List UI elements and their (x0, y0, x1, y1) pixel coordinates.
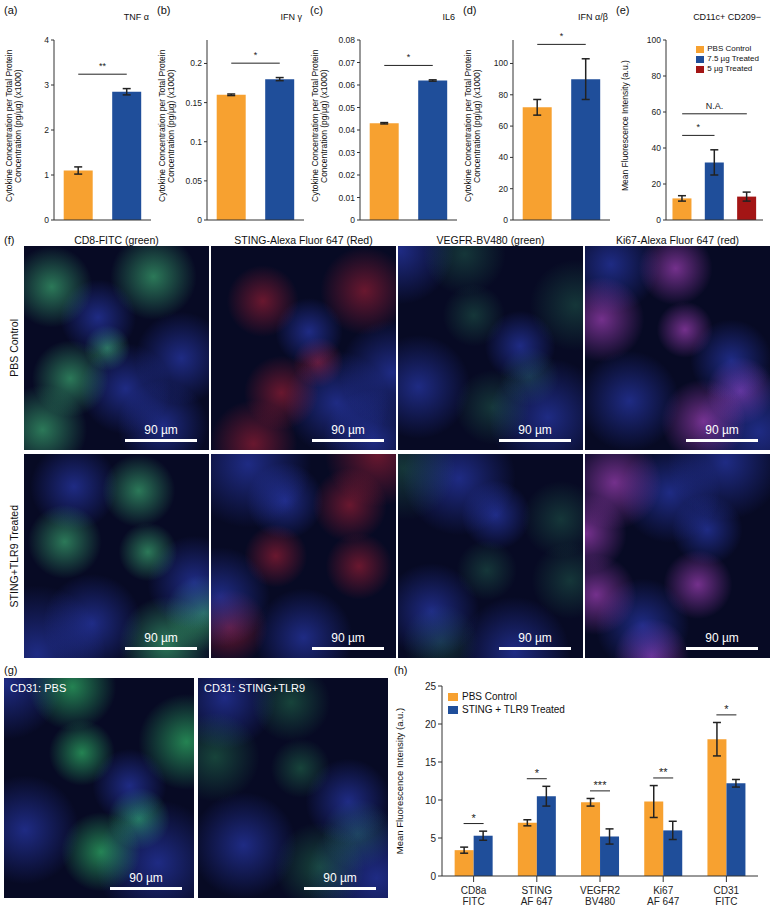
html-text:(b): (b) (157, 4, 171, 16)
svg-text:0.06: 0.06 (338, 80, 355, 90)
html-text:IL6: IL6 (442, 12, 455, 22)
svg-text:0.15: 0.15 (185, 98, 202, 108)
svg-text:0.01: 0.01 (338, 193, 355, 203)
svg-text:20: 20 (499, 184, 509, 194)
svg-text:*: * (724, 703, 729, 715)
html-text:(d): (d) (463, 4, 477, 16)
svg-text:15: 15 (425, 757, 437, 768)
svg-text:0: 0 (503, 215, 508, 225)
html-text:90 µm: 90 µm (518, 631, 552, 645)
svg-text:100: 100 (647, 35, 661, 45)
html-text:(h): (h) (394, 664, 408, 676)
svg-text:0.2: 0.2 (190, 58, 202, 68)
svg-text:0: 0 (197, 215, 202, 225)
svg-text:10: 10 (425, 795, 437, 806)
html-text:Cytokine Concentration per Tot: Cytokine Concentration per Total Protein… (462, 49, 482, 203)
html-text:(e): (e) (616, 4, 630, 16)
svg-text:5: 5 (430, 833, 436, 844)
svg-text:0.07: 0.07 (338, 58, 355, 68)
html-text:5 µg Treated: 5 µg Treated (707, 64, 753, 73)
svg-text:***: *** (594, 779, 608, 791)
svg-text:0: 0 (656, 215, 661, 225)
svg-text:100: 100 (494, 58, 508, 68)
svg-text:0.1: 0.1 (190, 137, 202, 147)
svg-text:60: 60 (652, 107, 662, 117)
svg-text:0.04: 0.04 (338, 125, 355, 135)
html-text:90 µm: 90 µm (129, 871, 163, 885)
svg-text:0: 0 (430, 871, 436, 882)
html-text:CD8-FITC (green): CD8-FITC (green) (74, 234, 159, 246)
html-text:STING-Alexa Fluor 647 (Red): STING-Alexa Fluor 647 (Red) (234, 234, 373, 246)
svg-text:Ki67AF 647: Ki67AF 647 (647, 885, 680, 906)
html-text:PBS Control: PBS Control (462, 691, 517, 702)
svg-text:0: 0 (350, 215, 355, 225)
svg-text:*: * (535, 767, 540, 779)
svg-text:80: 80 (652, 71, 662, 81)
html-text:Mean Fluorescence Intensity (a: Mean Fluorescence Intensity (a.u.) (620, 60, 631, 192)
html-text:VEGFR-BV480 (green): VEGFR-BV480 (green) (436, 234, 545, 246)
svg-text:STINGAF 647: STINGAF 647 (521, 885, 554, 906)
html-text:90 µm: 90 µm (331, 631, 365, 645)
svg-text:*: * (697, 122, 701, 132)
html-text:Cytokine Concentration per Tot: Cytokine Concentration per Total Protein… (3, 49, 23, 203)
svg-text:2: 2 (44, 125, 49, 135)
svg-text:0.02: 0.02 (338, 170, 355, 180)
svg-text:*: * (254, 50, 258, 60)
svg-text:CD31FITC: CD31FITC (714, 885, 740, 906)
svg-text:0.03: 0.03 (338, 148, 355, 158)
html-text:Cytokine Concentration per Tot: Cytokine Concentration per Total Protein… (309, 49, 329, 203)
html-text:90 µm: 90 µm (705, 631, 739, 645)
svg-text:**: ** (99, 61, 107, 71)
svg-text:4: 4 (44, 35, 49, 45)
html-text:(a): (a) (4, 4, 18, 16)
html-text:90 µm: 90 µm (331, 423, 365, 437)
svg-text:20: 20 (425, 719, 437, 730)
svg-text:25: 25 (425, 681, 437, 692)
svg-text:20: 20 (652, 179, 662, 189)
html-text:90 µm: 90 µm (705, 423, 739, 437)
svg-text:1: 1 (44, 170, 49, 180)
html-text:IFN α/β: IFN α/β (578, 12, 608, 22)
html-text:90 µm: 90 µm (144, 423, 178, 437)
html-text:90 µm: 90 µm (518, 423, 552, 437)
html-text:PBS Control: PBS Control (707, 44, 752, 53)
svg-text:40: 40 (652, 143, 662, 153)
svg-text:0.08: 0.08 (338, 35, 355, 45)
html-text:CD11c+ CD209−: CD11c+ CD209− (693, 12, 761, 22)
html-text:90 µm: 90 µm (323, 871, 357, 885)
svg-text:60: 60 (499, 121, 509, 131)
html-text:CD31: STING+TLR9: CD31: STING+TLR9 (204, 682, 306, 694)
svg-text:0.05: 0.05 (185, 176, 202, 186)
html-text:Cytokine Concentration per Tot: Cytokine Concentration per Total Protein… (156, 49, 176, 203)
html-text:Ki67-Alexa Fluor 647 (red): Ki67-Alexa Fluor 647 (red) (615, 234, 740, 246)
html-text:(c): (c) (310, 4, 323, 16)
svg-text:*: * (407, 52, 411, 62)
html-text:PBS Control: PBS Control (8, 319, 20, 377)
html-text:7.5 µg Treated: 7.5 µg Treated (707, 54, 759, 63)
svg-text:**: ** (659, 766, 668, 778)
svg-text:3: 3 (44, 80, 49, 90)
svg-text:0.05: 0.05 (338, 103, 355, 113)
html-text:STING + TLR9 Treated: STING + TLR9 Treated (462, 704, 565, 715)
svg-text:0: 0 (44, 215, 49, 225)
svg-text:N.A.: N.A. (706, 101, 724, 111)
html-text:(g): (g) (4, 664, 18, 676)
html-text:STING+TLR9 Treated: STING+TLR9 Treated (8, 504, 20, 608)
html-text:(f): (f) (4, 234, 15, 246)
svg-text:40: 40 (499, 152, 509, 162)
html-text:IFN γ: IFN γ (280, 12, 302, 22)
svg-text:*: * (471, 812, 476, 824)
svg-text:CD8aFITC: CD8aFITC (461, 885, 487, 906)
svg-text:80: 80 (499, 90, 509, 100)
html-text:90 µm: 90 µm (144, 631, 178, 645)
svg-text:*: * (560, 31, 564, 41)
html-text:CD31: PBS: CD31: PBS (10, 682, 67, 694)
svg-text:VEGFR2BV480: VEGFR2BV480 (580, 885, 620, 906)
svg-text:Mean Fluorescence Intensity (a: Mean Fluorescence Intensity (a.u.) (394, 708, 405, 854)
html-text:TNF α: TNF α (123, 12, 149, 22)
